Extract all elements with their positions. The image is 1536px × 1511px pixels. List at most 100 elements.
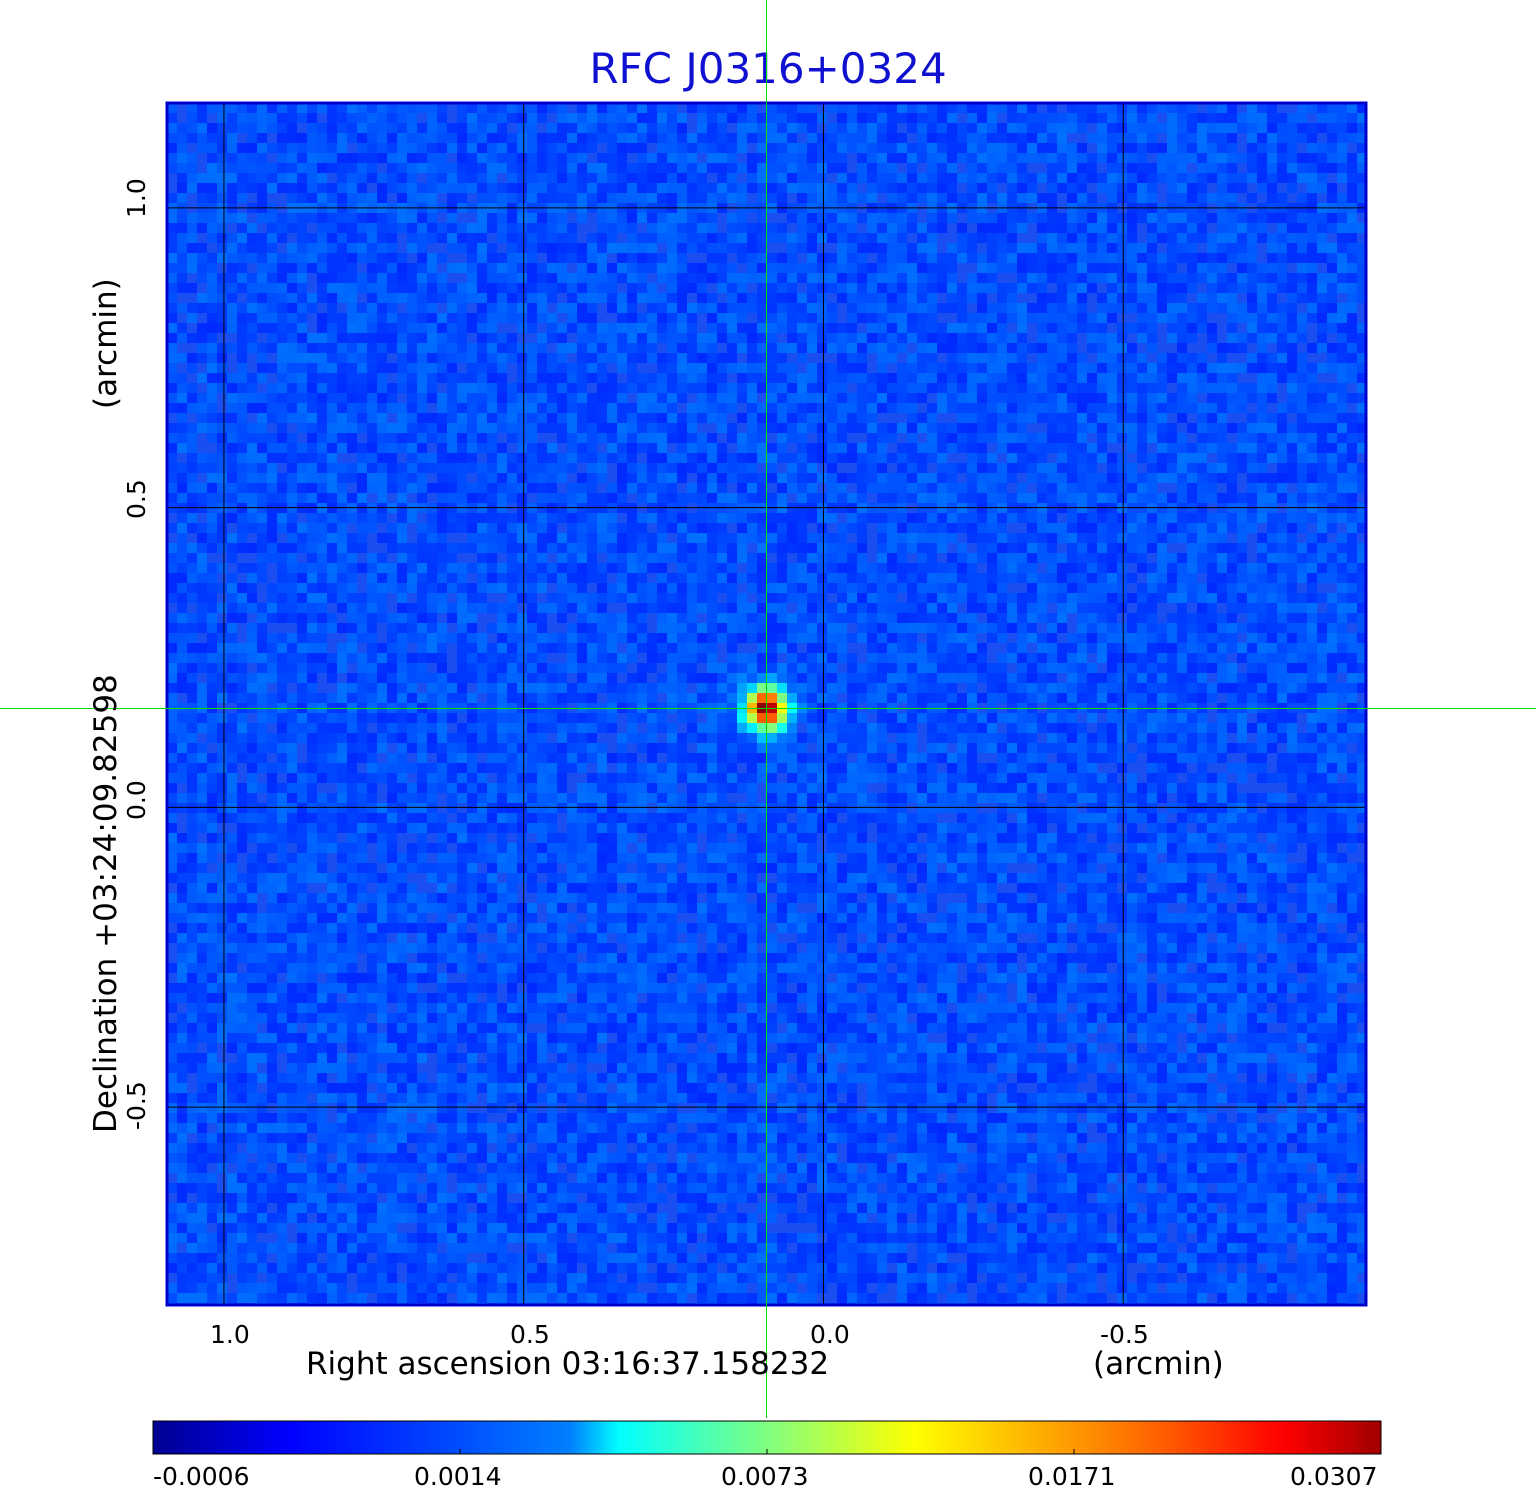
noise-pixel <box>837 273 847 283</box>
noise-pixel <box>937 513 947 523</box>
noise-pixel <box>427 133 437 143</box>
noise-pixel <box>207 413 217 423</box>
noise-pixel <box>1007 223 1017 233</box>
noise-pixel <box>1327 153 1337 163</box>
noise-pixel <box>1317 443 1327 453</box>
noise-pixel <box>717 373 727 383</box>
noise-pixel <box>447 493 457 503</box>
noise-pixel <box>227 183 237 193</box>
noise-pixel <box>1217 463 1227 473</box>
noise-pixel <box>557 253 567 263</box>
noise-pixel <box>557 143 567 153</box>
noise-pixel <box>507 563 517 573</box>
noise-pixel <box>1027 533 1037 543</box>
noise-pixel <box>1187 313 1197 323</box>
noise-pixel <box>527 413 537 423</box>
noise-pixel <box>937 193 947 203</box>
noise-pixel <box>447 283 457 293</box>
noise-pixel <box>927 493 937 503</box>
noise-pixel <box>267 523 277 533</box>
noise-pixel <box>737 453 747 463</box>
noise-pixel <box>1057 353 1067 363</box>
noise-pixel <box>1237 333 1247 343</box>
noise-pixel <box>1247 313 1257 323</box>
noise-pixel <box>1357 553 1366 563</box>
noise-pixel <box>817 473 827 483</box>
noise-pixel <box>1357 273 1366 283</box>
noise-pixel <box>717 163 727 173</box>
noise-pixel <box>887 513 897 523</box>
noise-pixel <box>657 403 667 413</box>
noise-pixel <box>1107 333 1117 343</box>
noise-pixel <box>1097 263 1107 273</box>
noise-pixel <box>597 373 607 383</box>
noise-pixel <box>1167 303 1177 313</box>
noise-pixel <box>467 383 477 393</box>
noise-pixel <box>297 113 307 123</box>
noise-pixel <box>1307 473 1317 483</box>
noise-pixel <box>577 373 587 383</box>
noise-pixel <box>977 153 987 163</box>
noise-pixel <box>387 453 397 463</box>
noise-pixel <box>567 393 577 403</box>
noise-pixel <box>297 143 307 153</box>
noise-pixel <box>457 133 467 143</box>
noise-pixel <box>627 113 637 123</box>
noise-pixel <box>857 463 867 473</box>
noise-pixel <box>1107 543 1117 553</box>
noise-pixel <box>767 303 777 313</box>
noise-pixel <box>1267 523 1277 533</box>
noise-pixel <box>1357 353 1366 363</box>
noise-pixel <box>357 363 367 373</box>
noise-pixel <box>727 263 737 273</box>
noise-pixel <box>617 463 627 473</box>
noise-pixel <box>667 113 677 123</box>
noise-pixel <box>727 143 737 153</box>
noise-pixel <box>467 123 477 133</box>
noise-pixel <box>1047 133 1057 143</box>
noise-pixel <box>1307 213 1317 223</box>
noise-pixel <box>1157 313 1167 323</box>
noise-pixel <box>797 533 807 543</box>
noise-pixel <box>677 263 687 273</box>
noise-pixel <box>1307 373 1317 383</box>
noise-pixel <box>1327 453 1337 463</box>
noise-pixel <box>507 353 517 363</box>
noise-pixel <box>267 173 277 183</box>
noise-pixel <box>717 243 727 253</box>
noise-pixel <box>427 323 437 333</box>
noise-pixel <box>1347 433 1357 443</box>
noise-pixel <box>427 113 437 123</box>
noise-pixel <box>1037 553 1047 563</box>
noise-pixel <box>227 263 237 273</box>
noise-pixel <box>667 313 677 323</box>
noise-pixel <box>1307 283 1317 293</box>
noise-pixel <box>977 253 987 263</box>
noise-pixel <box>947 363 957 373</box>
noise-pixel <box>1097 273 1107 283</box>
noise-pixel <box>207 223 217 233</box>
noise-pixel <box>1117 523 1127 533</box>
noise-pixel <box>1187 243 1197 253</box>
noise-pixel <box>1227 403 1237 413</box>
noise-pixel <box>1297 333 1307 343</box>
noise-pixel <box>587 123 597 133</box>
noise-pixel <box>777 273 787 283</box>
noise-pixel <box>537 513 547 523</box>
noise-pixel <box>747 333 757 343</box>
noise-pixel <box>437 343 447 353</box>
noise-pixel <box>1047 253 1057 263</box>
noise-pixel <box>857 263 867 273</box>
noise-pixel <box>917 123 927 133</box>
noise-pixel <box>1187 383 1197 393</box>
noise-pixel <box>177 533 187 543</box>
noise-pixel <box>997 363 1007 373</box>
noise-pixel <box>1277 143 1287 153</box>
noise-pixel <box>1157 453 1167 463</box>
noise-pixel <box>247 253 257 263</box>
noise-pixel <box>767 543 777 553</box>
noise-pixel <box>1077 183 1087 193</box>
noise-pixel <box>667 153 677 163</box>
noise-pixel <box>837 143 847 153</box>
noise-pixel <box>1007 163 1017 173</box>
